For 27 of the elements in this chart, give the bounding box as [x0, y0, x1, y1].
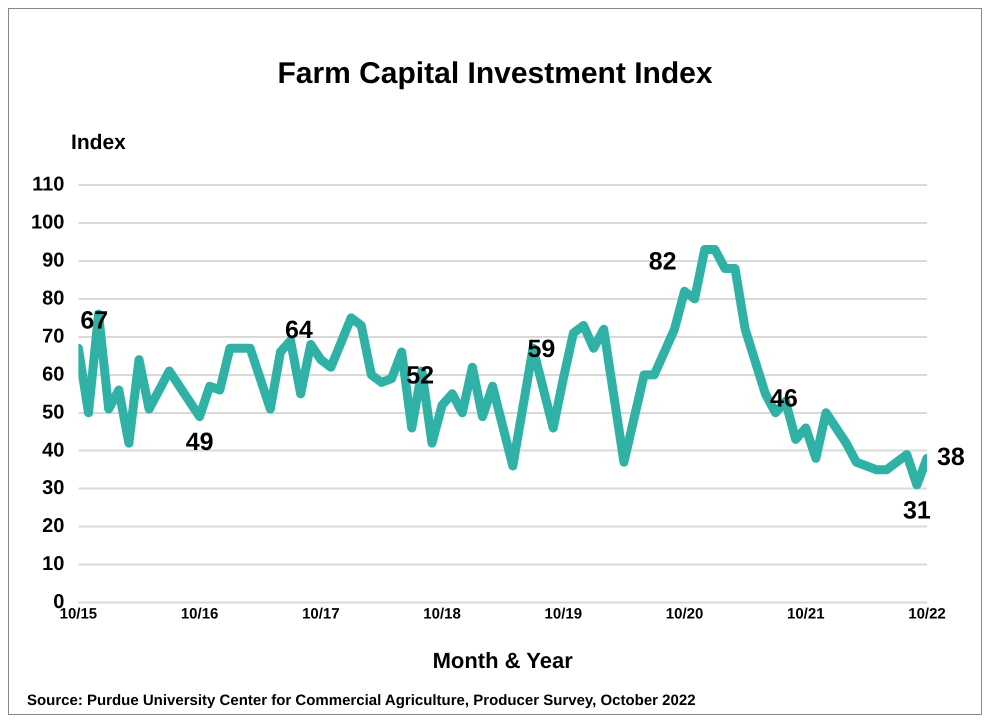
chart-title: Farm Capital Investment Index	[276, 57, 714, 91]
x-tick-label: 10/21	[786, 606, 825, 623]
x-tick-label: 10/18	[423, 606, 461, 623]
data-label: 82	[648, 248, 677, 276]
y-tick-label: 110	[32, 174, 64, 196]
x-tick-label: 10/17	[302, 606, 340, 623]
source-note: Source: Purdue University Center for Commercial Agriculture, Producer Survey, October 2022	[27, 692, 696, 709]
y-tick-label: 60	[42, 363, 64, 386]
y-tick-label: 100	[30, 211, 64, 234]
y-tick-label: 10	[42, 553, 64, 576]
y-tick-label: 30	[42, 477, 64, 500]
x-tick-label: 10/20	[666, 606, 704, 623]
y-tick-label: 80	[42, 287, 64, 310]
y-tick-label: 40	[42, 439, 64, 462]
y-axis-title: Index	[71, 131, 126, 155]
data-label: 31	[902, 496, 931, 524]
x-tick-label: 10/19	[544, 606, 582, 623]
x-tick-label: 10/22	[908, 606, 946, 623]
data-label: 38	[937, 443, 965, 472]
y-tick-label: 90	[42, 249, 64, 272]
data-label: 64	[285, 316, 313, 344]
x-tick-label: 10/16	[180, 606, 218, 623]
y-tick-label: 20	[42, 515, 64, 538]
x-axis-title: Month & Year	[432, 648, 574, 673]
y-tick-label: 50	[42, 401, 64, 424]
y-tick-label: 70	[42, 325, 64, 348]
data-label: 49	[186, 428, 214, 456]
